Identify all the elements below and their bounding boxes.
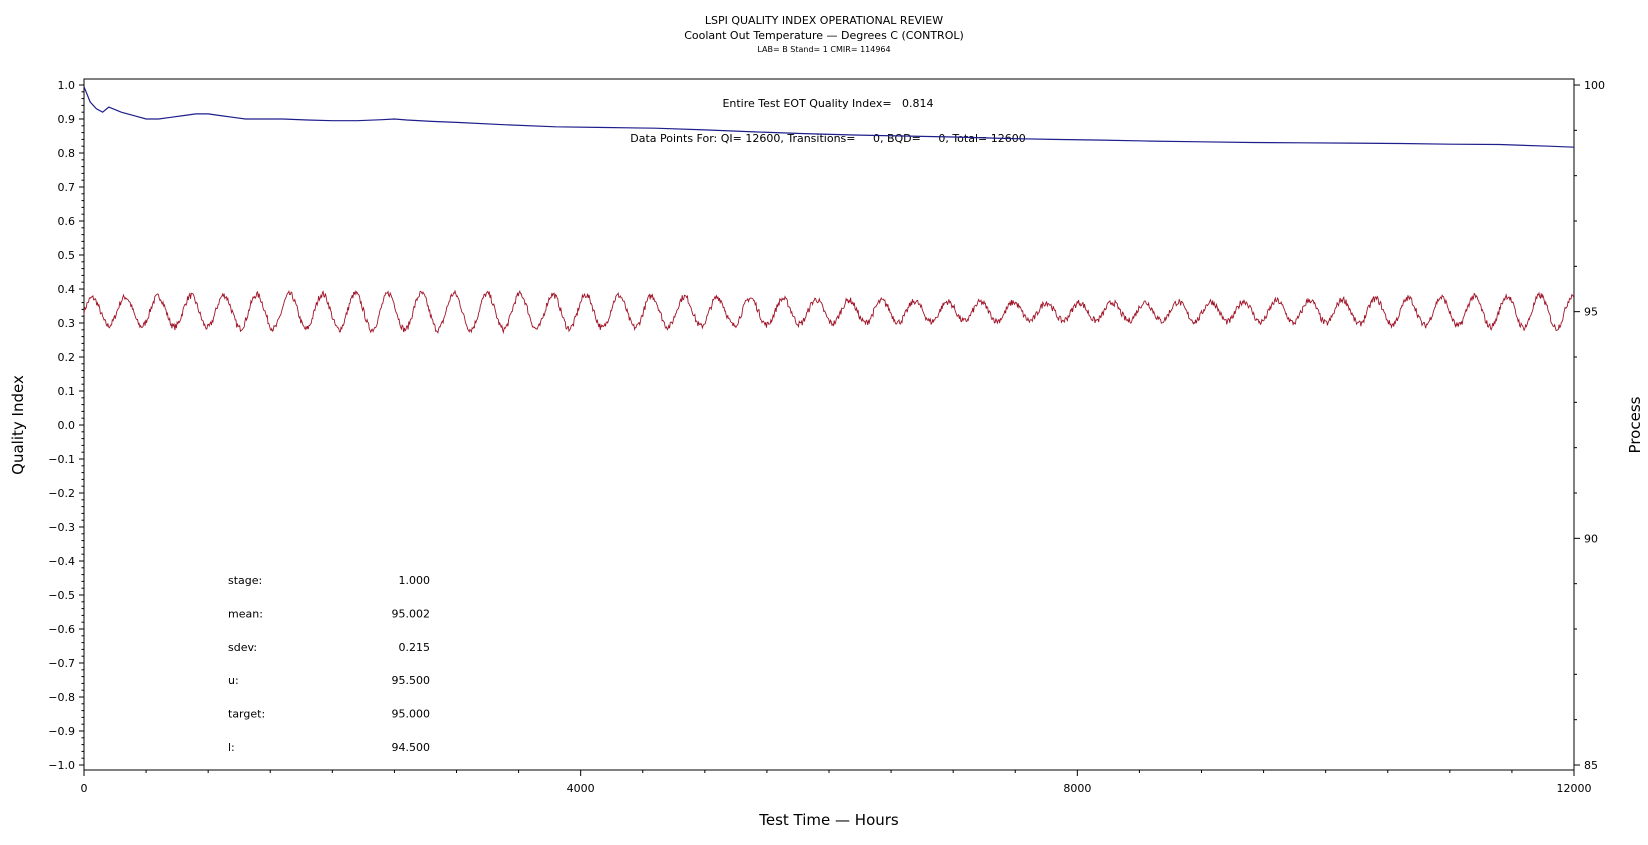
process-line [83, 289, 1575, 335]
stat-label: target: [228, 708, 265, 721]
y2-tick-label: 85 [1584, 759, 1598, 772]
y-tick-label: −1.0 [48, 759, 75, 772]
y-tick-label: 0.8 [58, 147, 76, 160]
stat-label: mean: [228, 607, 263, 620]
y-tick-label: −0.7 [48, 657, 75, 670]
x-tick-label: 8000 [1063, 782, 1091, 795]
right-axis: 100 95 90 85 [1574, 79, 1605, 772]
x-tick-label: 12000 [1557, 782, 1592, 795]
y-tick-label: 0.9 [58, 113, 76, 126]
stat-value: 95.500 [392, 674, 431, 687]
stat-label: l: [228, 741, 235, 754]
y-tick-label: −0.9 [48, 725, 75, 738]
stat-value: 95.000 [392, 708, 431, 721]
x-tick-label: 0 [81, 782, 88, 795]
stat-value: 95.002 [392, 607, 431, 620]
y-tick-label: −0.5 [48, 589, 75, 602]
y-axis-label: Quality Index [9, 375, 27, 475]
y2-tick-label: 95 [1584, 306, 1598, 319]
chart-title: LSPI QUALITY INDEX OPERATIONAL REVIEW [705, 14, 943, 27]
points-annotation: Data Points For: QI= 12600, Transitions=… [630, 132, 1025, 145]
chart-subtitle: Coolant Out Temperature — Degrees C (CON… [684, 29, 964, 42]
qi-annotation: Entire Test EOT Quality Index= 0.814 [722, 97, 933, 110]
left-axis: 1.0 0.9 0.8 0.7 0.6 0.5 0.4 0.3 0.2 0.1 0.0 −0.1 −0.… [48, 79, 84, 772]
y-tick-label: 0.4 [58, 283, 76, 296]
y-tick-label: −0.2 [48, 487, 75, 500]
x-axis-label: Test Time — Hours [758, 811, 899, 829]
y-tick-label: 0.5 [58, 249, 76, 262]
stat-value: 0.215 [399, 641, 431, 654]
y-tick-label: 0.6 [58, 215, 76, 228]
y-tick-label: 0.7 [58, 181, 76, 194]
stat-value: 1.000 [399, 574, 431, 587]
y-tick-label: −0.3 [48, 521, 75, 534]
y-tick-label: 1.0 [58, 79, 76, 92]
stats-table: stage: 1.000 mean: 95.002 sdev: 0.215 u: 95.500… [228, 574, 430, 754]
stat-label: sdev: [228, 641, 257, 654]
series-layer [83, 86, 1575, 335]
stat-label: stage: [228, 574, 262, 587]
stat-label: u: [228, 674, 239, 687]
stat-value: 94.500 [392, 741, 431, 754]
y-tick-label: 0.2 [58, 351, 76, 364]
bottom-axis: 0 4000 8000 12000 [81, 770, 1592, 795]
y-tick-label: 0.3 [58, 317, 76, 330]
y-tick-label: 0.0 [58, 419, 76, 432]
x-tick-label: 4000 [567, 782, 595, 795]
y2-tick-label: 100 [1584, 79, 1605, 92]
quality-index-line [83, 86, 1575, 148]
y2-tick-label: 90 [1584, 532, 1598, 545]
chart-subtitle2: LAB= B Stand= 1 CMIR= 114964 [757, 45, 890, 54]
plot-frame [83, 78, 1575, 771]
y-tick-label: −0.8 [48, 691, 75, 704]
y2-axis-label: Process [1626, 396, 1644, 453]
y-tick-label: −0.6 [48, 623, 75, 636]
y-tick-label: −0.1 [48, 453, 75, 466]
y-tick-label: −0.4 [48, 555, 75, 568]
y-tick-label: 0.1 [58, 385, 76, 398]
